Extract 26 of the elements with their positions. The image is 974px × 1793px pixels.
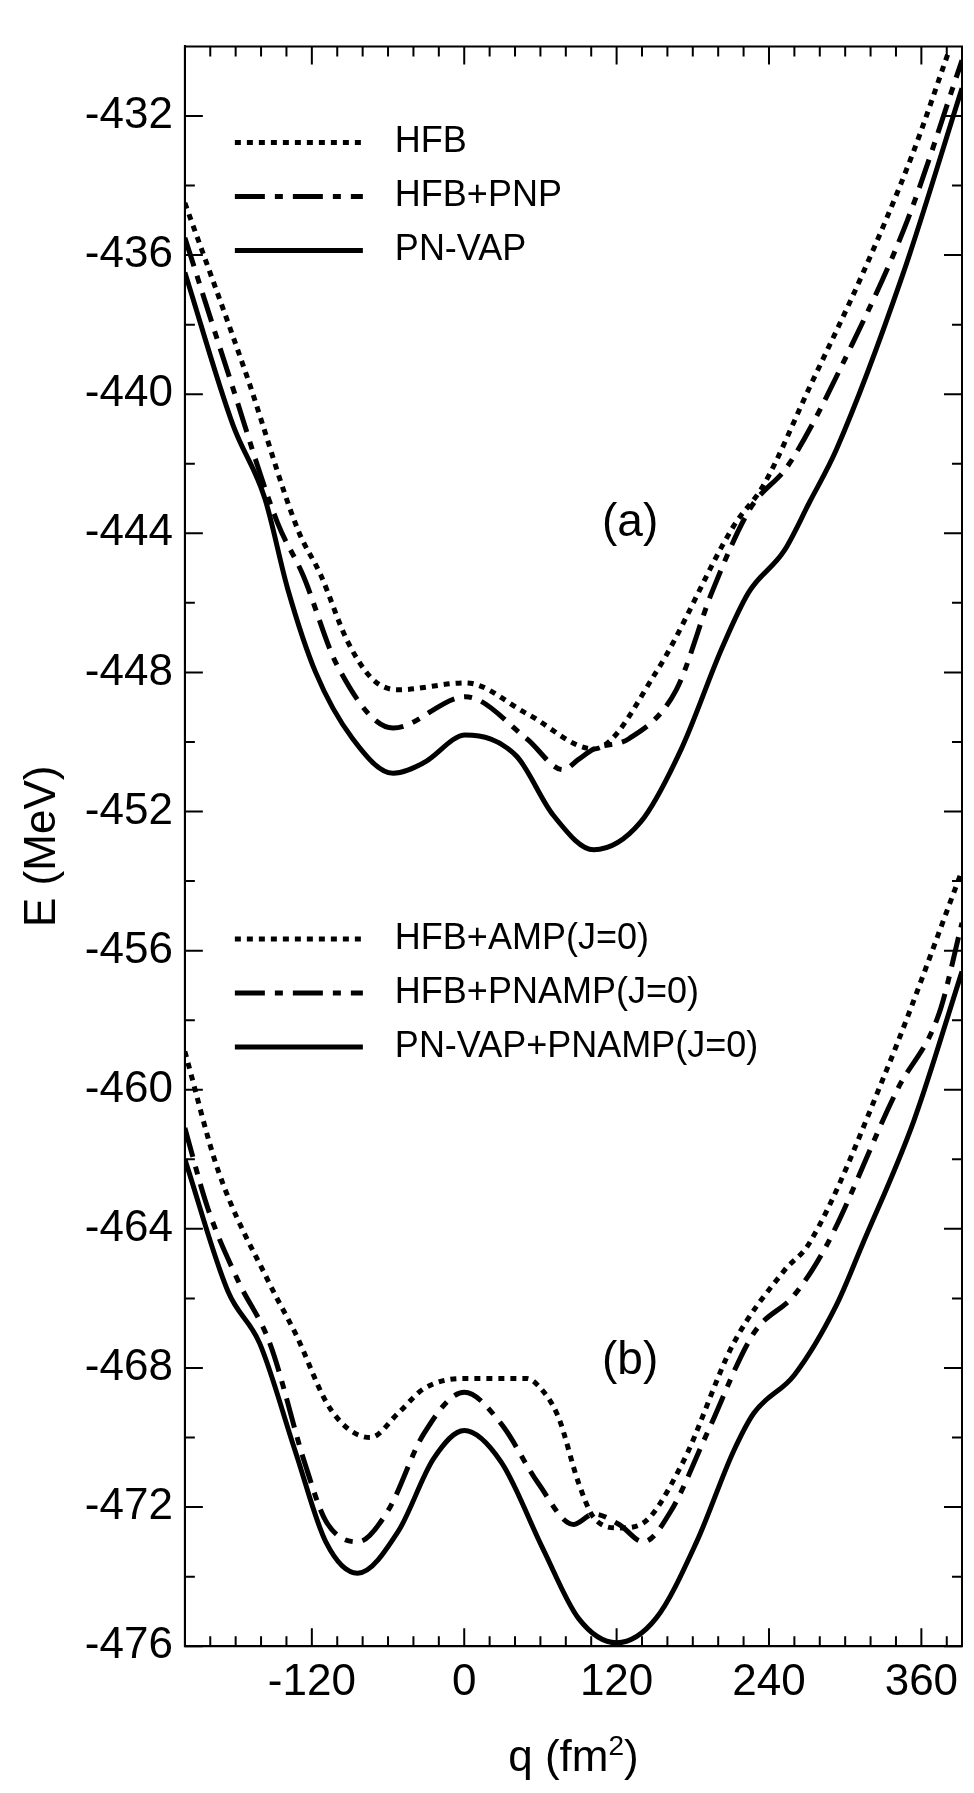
legend-label: HFB bbox=[394, 119, 467, 161]
y-tick-label: -460 bbox=[84, 1061, 173, 1111]
y-axis-title: E (MeV) bbox=[14, 765, 64, 927]
x-tick-label: 360 bbox=[884, 1654, 959, 1704]
y-tick-label: -472 bbox=[84, 1479, 173, 1529]
x-tick-label: -120 bbox=[267, 1654, 356, 1704]
legend-label: PN-VAP+PNAMP(J=0) bbox=[394, 1024, 759, 1066]
y-tick-label: -444 bbox=[84, 505, 173, 555]
legend-label: PN-VAP bbox=[394, 227, 527, 269]
y-tick-label: -432 bbox=[84, 88, 173, 138]
x-tick-label: 0 bbox=[451, 1654, 477, 1704]
legend-label: HFB+PNAMP(J=0) bbox=[394, 970, 699, 1012]
x-tick-label: 120 bbox=[579, 1654, 654, 1704]
annotation: (b) bbox=[602, 1332, 659, 1385]
legend-label: HFB+AMP(J=0) bbox=[394, 916, 649, 958]
y-tick-label: -468 bbox=[84, 1340, 173, 1390]
y-tick-label: -436 bbox=[84, 227, 173, 277]
y-tick-label: -440 bbox=[84, 366, 173, 416]
annotation: (a) bbox=[602, 493, 659, 546]
y-tick-label: -448 bbox=[84, 644, 173, 694]
x-tick-label: 240 bbox=[732, 1654, 806, 1704]
legend-label: HFB+PNP bbox=[394, 173, 562, 215]
y-tick-label: -452 bbox=[84, 783, 173, 833]
y-tick-label: -456 bbox=[84, 922, 173, 972]
y-tick-label: -464 bbox=[84, 1201, 173, 1250]
y-tick-label: -476 bbox=[84, 1618, 173, 1668]
